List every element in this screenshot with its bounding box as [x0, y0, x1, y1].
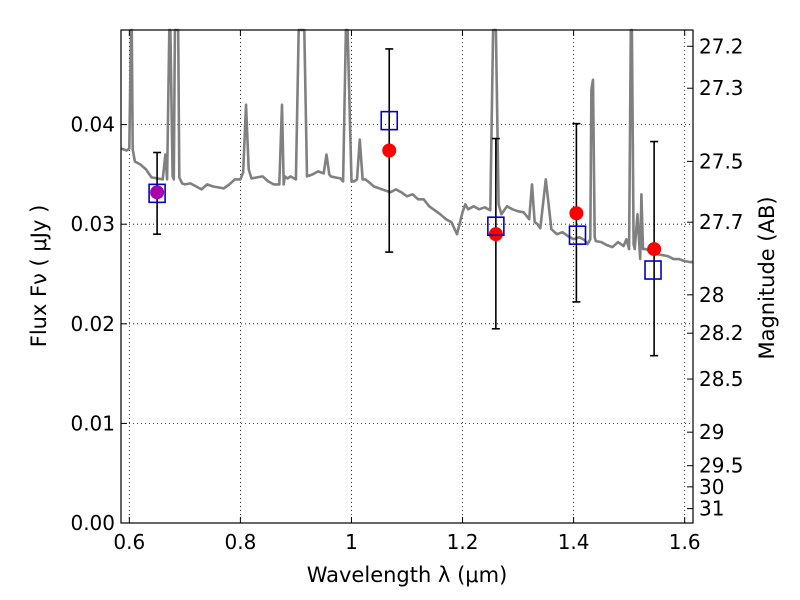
mag-tick-label: 27.2 [699, 34, 744, 58]
observed-points [150, 143, 662, 257]
y-axis-label-right: Magnitude (AB) [755, 196, 779, 359]
x-axis-label: Wavelength λ (μm) [307, 563, 508, 587]
model-point [487, 216, 505, 237]
y-tick-label: 0.03 [70, 212, 115, 236]
template-spectrum [120, 28, 693, 264]
model-points [148, 110, 662, 280]
x-tick-label: 1.4 [558, 530, 590, 554]
model-point [148, 183, 166, 204]
mag-tick-label: 30 [699, 475, 724, 499]
y-tick-label: 0.00 [70, 511, 115, 535]
mag-tick-label: 27.7 [699, 210, 744, 234]
y-axis-left: 0.00 0.01 0.02 0.03 0.04 [70, 113, 127, 535]
y-tick-label: 0.02 [70, 312, 115, 336]
model-point [644, 260, 662, 280]
x-tick-label: 0.8 [224, 530, 256, 554]
x-tick-label: 1.6 [669, 530, 701, 554]
mag-tick-label: 28.5 [699, 367, 744, 391]
observed-point [488, 227, 503, 242]
observed-point [382, 143, 397, 158]
mag-tick-label: 29 [699, 420, 724, 444]
grid [121, 30, 693, 524]
observed-point [569, 206, 584, 221]
x-tick-label: 0.6 [113, 530, 145, 554]
error-bars [153, 48, 659, 357]
x-tick-label: 1 [345, 530, 358, 554]
observed-point [647, 242, 662, 257]
mag-tick-label: 29.5 [699, 454, 744, 478]
mag-tick-label: 27.5 [699, 149, 744, 173]
x-tick-label: 1.2 [447, 530, 479, 554]
y-axis-label: Flux Fν ( μJy ) [27, 205, 51, 348]
y-tick-label: 0.04 [70, 113, 115, 137]
mag-tick-label: 27.3 [699, 76, 744, 100]
observed-point [150, 185, 165, 200]
mag-tick-label: 28.2 [699, 321, 744, 345]
spectrum-line [120, 28, 693, 264]
plot-frame [120, 29, 694, 524]
mag-tick-label: 31 [699, 497, 724, 521]
x-axis: 0.6 0.8 1 1.2 1.4 1.6 [113, 30, 701, 554]
mag-tick-label: 28 [699, 283, 724, 307]
model-point [568, 225, 587, 245]
y-tick-label: 0.01 [70, 411, 115, 435]
model-point [380, 110, 399, 131]
